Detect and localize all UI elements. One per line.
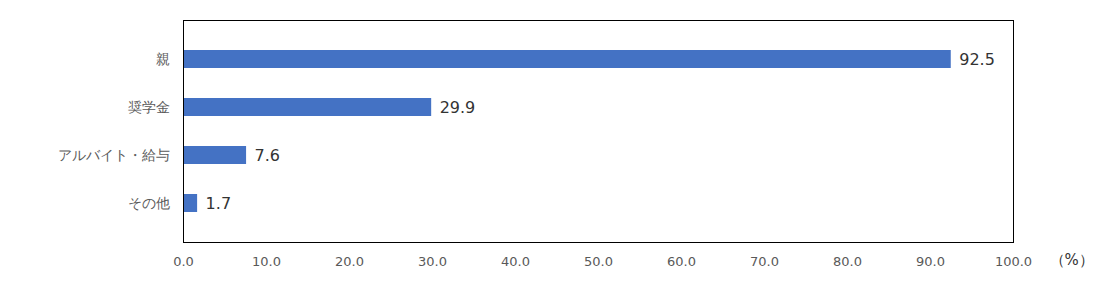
svg-text:92.5: 92.5 — [959, 50, 995, 69]
svg-text:10.0: 10.0 — [252, 254, 281, 269]
svg-text:アルバイト・給与: アルバイト・給与 — [58, 147, 170, 163]
svg-text:親: 親 — [156, 51, 170, 67]
svg-text:60.0: 60.0 — [667, 254, 696, 269]
svg-text:その他: その他 — [128, 195, 170, 211]
svg-text:1.7: 1.7 — [206, 194, 231, 213]
svg-text:50.0: 50.0 — [584, 254, 613, 269]
svg-text:90.0: 90.0 — [916, 254, 945, 269]
svg-text:（%）: （%） — [1050, 251, 1094, 269]
svg-text:29.9: 29.9 — [440, 98, 476, 117]
svg-text:80.0: 80.0 — [833, 254, 862, 269]
svg-text:30.0: 30.0 — [418, 254, 447, 269]
svg-text:20.0: 20.0 — [335, 254, 364, 269]
svg-text:7.6: 7.6 — [255, 146, 280, 165]
svg-text:100.0: 100.0 — [995, 254, 1032, 269]
svg-text:40.0: 40.0 — [501, 254, 530, 269]
svg-text:70.0: 70.0 — [750, 254, 779, 269]
svg-text:奨学金: 奨学金 — [128, 99, 170, 115]
svg-text:0.0: 0.0 — [173, 254, 194, 269]
